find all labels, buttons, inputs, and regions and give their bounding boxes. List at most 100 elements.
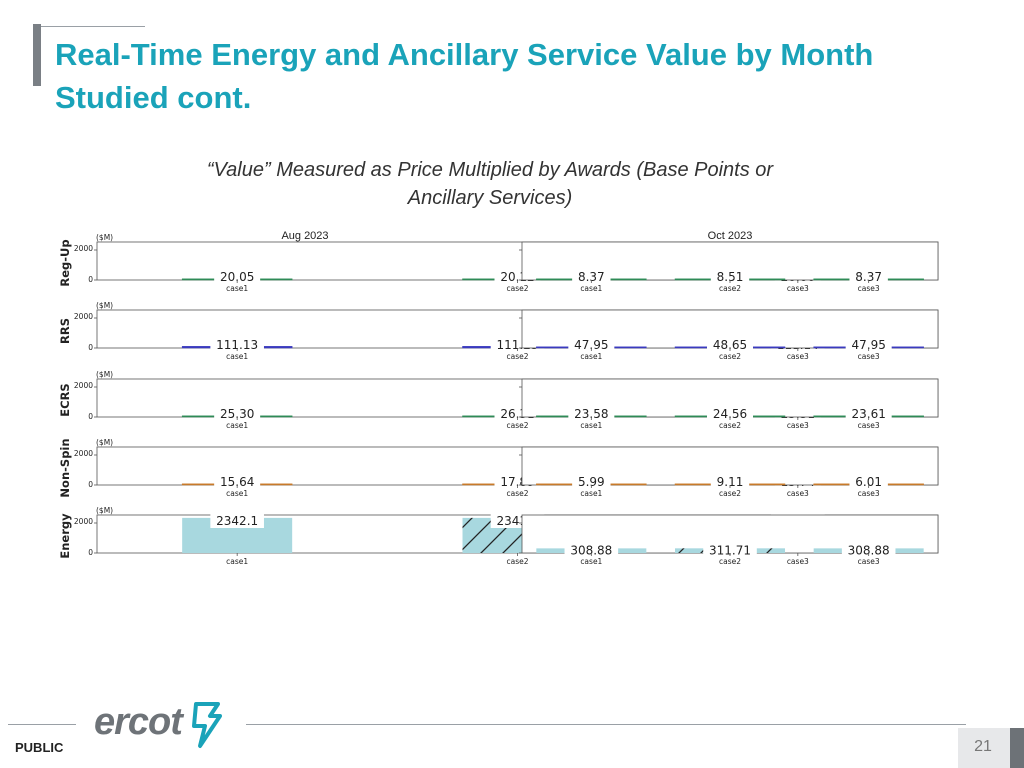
x-tick-label: case1 bbox=[580, 489, 602, 498]
data-label-background bbox=[564, 543, 619, 558]
data-label: 308.88 bbox=[848, 543, 890, 557]
footer-line-left bbox=[8, 724, 76, 725]
x-tick-label: case1 bbox=[580, 284, 602, 293]
y-tick-label: 2000 bbox=[74, 381, 93, 390]
column-title-1: Oct 2023 bbox=[708, 230, 753, 242]
data-label: 8.37 bbox=[855, 270, 882, 284]
x-tick-label: case3 bbox=[787, 421, 809, 430]
data-label: 2342.1 bbox=[216, 514, 258, 528]
x-tick-label: case2 bbox=[506, 557, 528, 566]
data-label: 15.64 bbox=[220, 475, 254, 489]
x-tick-label: case3 bbox=[858, 284, 880, 293]
y-tick-label: 2000 bbox=[74, 312, 93, 321]
footer-line-right bbox=[246, 724, 966, 725]
row-label-non-spin: Non-Spin bbox=[58, 438, 72, 497]
x-tick-label: case1 bbox=[226, 489, 248, 498]
data-label: 8.51 bbox=[717, 270, 744, 284]
unit-label: ($M) bbox=[96, 438, 113, 447]
data-label: 308.88 bbox=[570, 543, 612, 557]
data-label: 6.01 bbox=[855, 475, 882, 489]
row-label-reg-up: Reg-Up bbox=[58, 239, 72, 286]
y-tick-label: 0 bbox=[88, 412, 93, 421]
footer-public-label: PUBLIC bbox=[15, 740, 64, 755]
slide-subtitle: “Value” Measured as Price Multiplied by … bbox=[206, 159, 774, 209]
page-number: 21 bbox=[974, 738, 992, 755]
data-label: 25.30 bbox=[220, 407, 254, 421]
unit-label: ($M) bbox=[96, 301, 113, 310]
data-label-background bbox=[710, 270, 750, 284]
data-label-background bbox=[214, 270, 261, 284]
data-label-background bbox=[849, 475, 888, 489]
x-tick-label: case1 bbox=[226, 421, 248, 430]
x-tick-label: case3 bbox=[858, 557, 880, 566]
data-label-background bbox=[210, 338, 264, 352]
data-label-background bbox=[214, 475, 261, 489]
title-accent-bar bbox=[33, 24, 41, 86]
unit-label: ($M) bbox=[96, 233, 113, 242]
y-tick-label: 2000 bbox=[74, 449, 93, 458]
row-label-rrs: RRS bbox=[58, 318, 72, 344]
data-label-background bbox=[703, 543, 757, 558]
data-label-background bbox=[572, 270, 611, 284]
x-tick-label: case1 bbox=[580, 557, 602, 566]
x-tick-label: case2 bbox=[719, 489, 741, 498]
x-tick-label: case2 bbox=[719, 557, 741, 566]
data-label: 24.56 bbox=[713, 407, 747, 421]
x-tick-label: case1 bbox=[580, 421, 602, 430]
y-tick-label: 0 bbox=[88, 480, 93, 489]
x-tick-label: case2 bbox=[719, 421, 741, 430]
data-label: 48.65 bbox=[713, 338, 747, 352]
page-number-box bbox=[958, 728, 1010, 768]
unit-label: ($M) bbox=[96, 506, 113, 515]
row-label-ecrs: ECRS bbox=[58, 383, 72, 416]
page-number-accent bbox=[1010, 728, 1024, 768]
row-label-energy: Energy bbox=[58, 513, 72, 559]
ercot-lightning-icon bbox=[192, 702, 222, 748]
data-label: 20.05 bbox=[220, 270, 254, 284]
x-tick-label: case2 bbox=[719, 284, 741, 293]
data-label-background bbox=[568, 338, 615, 352]
data-label-background bbox=[210, 514, 264, 528]
data-label-background bbox=[572, 475, 611, 489]
data-label-background bbox=[214, 407, 261, 421]
x-tick-label: case1 bbox=[226, 557, 248, 566]
x-tick-label: case3 bbox=[787, 284, 809, 293]
x-tick-label: case1 bbox=[580, 352, 602, 361]
ercot-logo: ercot bbox=[94, 701, 183, 743]
slide-title: Real-Time Energy and Ancillary Service V… bbox=[55, 37, 874, 115]
x-tick-label: case2 bbox=[506, 352, 528, 361]
y-tick-label: 2000 bbox=[74, 517, 93, 526]
x-tick-label: case3 bbox=[858, 352, 880, 361]
data-label: 23.61 bbox=[851, 407, 885, 421]
data-label-background bbox=[707, 407, 753, 421]
y-tick-label: 0 bbox=[88, 343, 93, 352]
x-tick-label: case1 bbox=[226, 352, 248, 361]
x-tick-label: case3 bbox=[858, 489, 880, 498]
x-tick-label: case2 bbox=[506, 284, 528, 293]
y-tick-label: 0 bbox=[88, 275, 93, 284]
x-tick-label: case2 bbox=[506, 421, 528, 430]
data-label-background bbox=[707, 338, 753, 352]
data-label: 9.11 bbox=[717, 475, 744, 489]
x-tick-label: case2 bbox=[719, 352, 741, 361]
x-tick-label: case1 bbox=[226, 284, 248, 293]
x-tick-label: case3 bbox=[858, 421, 880, 430]
x-tick-label: case3 bbox=[787, 489, 809, 498]
data-label: 311.71 bbox=[709, 543, 751, 557]
y-tick-label: 0 bbox=[88, 548, 93, 557]
data-label: 111.13 bbox=[216, 338, 258, 352]
data-label-background bbox=[845, 407, 892, 421]
x-tick-label: case3 bbox=[787, 557, 809, 566]
x-tick-label: case2 bbox=[506, 489, 528, 498]
data-label-background bbox=[568, 407, 615, 421]
y-tick-label: 2000 bbox=[74, 244, 93, 253]
data-label-background bbox=[849, 270, 888, 284]
data-label: 5.99 bbox=[578, 475, 605, 489]
data-label: 47.95 bbox=[574, 338, 608, 352]
data-label: 8.37 bbox=[578, 270, 605, 284]
data-label-background bbox=[710, 475, 750, 489]
data-label-background bbox=[841, 543, 896, 558]
data-label-background bbox=[845, 338, 892, 352]
unit-label: ($M) bbox=[96, 370, 113, 379]
